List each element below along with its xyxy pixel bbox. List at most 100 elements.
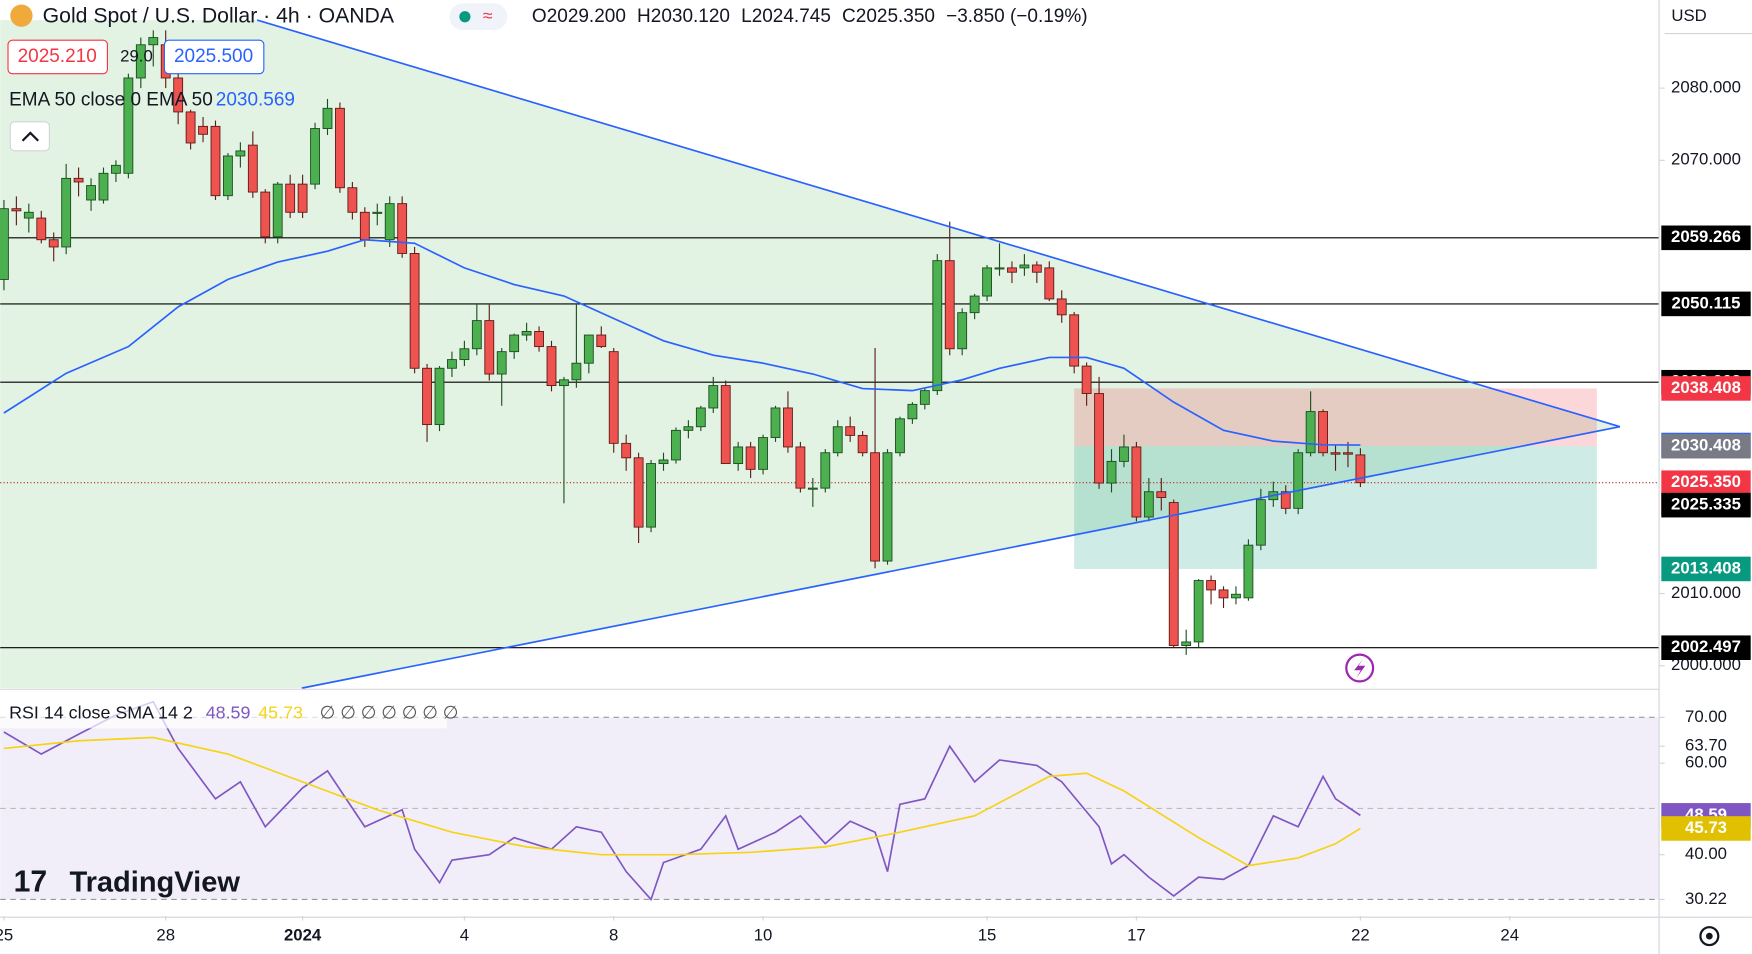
candle-body [1218, 589, 1229, 599]
candle-body [820, 452, 831, 489]
candle-body [1106, 460, 1117, 484]
ema-legend: EMA 50 close 0 EMA 50 [9, 90, 213, 111]
candle-body [708, 385, 719, 409]
rsi-tick-label: 70.00 [1685, 707, 1727, 726]
candle-body [770, 407, 781, 439]
candle-body [484, 320, 495, 375]
rsi-tick-label: 40.00 [1685, 844, 1727, 863]
candle-body [11, 208, 22, 212]
price-badge-label: 2030.408 [1671, 436, 1741, 455]
candle-body [422, 367, 432, 426]
candle-body [1168, 502, 1179, 646]
price-badge [1661, 492, 1751, 518]
settings-icon[interactable] [1699, 926, 1720, 947]
candle-body [1181, 641, 1192, 646]
candle-body [1330, 452, 1341, 455]
x-tick-label: 24 [1500, 926, 1519, 945]
candle-body [1007, 267, 1017, 273]
logo-mark: 17 [14, 866, 48, 899]
triangle-fill [0, 20, 1620, 689]
candle-body [297, 183, 308, 213]
price-badge [1661, 433, 1751, 459]
candle-body [1206, 580, 1216, 591]
candle-body [944, 260, 955, 350]
currency[interactable]: USD [1671, 6, 1706, 25]
symbol-title: Gold Spot / U.S. Dollar · 4h · OANDA [43, 4, 395, 27]
candle-body [384, 203, 395, 241]
status-pill [449, 3, 508, 31]
ask-box[interactable] [163, 39, 265, 75]
candle-body [1131, 446, 1142, 518]
candle-body [322, 107, 333, 129]
candle-body [1355, 454, 1366, 484]
candle-body [48, 239, 59, 248]
x-tick-label: 17 [1127, 926, 1146, 945]
candle-body [982, 267, 992, 297]
candle-body [1255, 499, 1266, 546]
bid-box[interactable] [7, 39, 108, 75]
candle-body [1044, 267, 1055, 300]
candle-body [857, 434, 868, 454]
y-tick-label: 2010.000 [1671, 583, 1741, 602]
ohlc-legend: O2029.200 H2030.120 L2024.745 C2025.350 −3.8… [532, 6, 1088, 27]
price-badge-label: 2002.497 [1671, 637, 1741, 656]
candle-body [795, 446, 806, 489]
candle-body [1243, 544, 1254, 599]
ohlc-item: C2025.350 [842, 6, 935, 27]
candle-body [671, 429, 681, 461]
candle-body [23, 211, 34, 219]
candle-body [621, 442, 632, 459]
candle-body [1318, 411, 1328, 454]
x-tick-label: 2024 [284, 926, 322, 945]
collapse-button[interactable] [9, 121, 50, 152]
candle-body [496, 351, 507, 375]
candle-body [1094, 393, 1104, 484]
spread: 29.0 [120, 46, 153, 65]
ema-line [3, 238, 1361, 446]
settings-icon-dot [1706, 932, 1713, 940]
candle-body [409, 252, 420, 369]
rsi-legend-bg [0, 699, 448, 729]
candle-body [1280, 491, 1291, 509]
candle-body [870, 452, 880, 562]
candle-body [1293, 452, 1304, 509]
candle-body [521, 330, 532, 336]
candle-body [335, 107, 345, 189]
candle-body [1231, 593, 1241, 599]
candle-body [397, 203, 408, 254]
market-open-dot [459, 11, 471, 23]
candle-body [932, 260, 943, 392]
trend-line [256, 19, 1621, 428]
ema-legend-value: 2030.569 [216, 90, 295, 111]
rsi-line [3, 700, 1361, 902]
bid-price: 2025.210 [18, 46, 97, 67]
candle-body [1119, 446, 1129, 462]
candle-body [509, 334, 520, 353]
candle-body [86, 185, 96, 201]
candle-body [235, 150, 246, 157]
candle-body [73, 177, 84, 183]
collapse-icon [21, 131, 39, 142]
price-badge-label: 2013.408 [1671, 558, 1741, 577]
candle-body [895, 418, 905, 454]
plot [0, 30, 1660, 902]
rsi-legend-value: 48.59 [206, 703, 251, 723]
sma-legend-value: 45.73 [258, 703, 303, 723]
price-badge-label: 2059.266 [1671, 227, 1741, 246]
candle-body [1343, 452, 1353, 455]
candle-body [571, 362, 582, 381]
candle-body [185, 111, 196, 144]
rsi-tick-label: 60.00 [1685, 753, 1727, 772]
price-badge-label: 2025.350 [1671, 472, 1741, 491]
candle-body [907, 403, 918, 420]
x-tick-label: 4 [460, 926, 469, 945]
y-tick-label: 2070.000 [1671, 150, 1741, 169]
price-badge-label: 2050.115 [1672, 293, 1741, 312]
x-tick-label: 8 [609, 926, 618, 945]
ohlc-item: L2024.745 [741, 6, 831, 27]
candle-body [459, 348, 470, 361]
candle-body [807, 487, 818, 490]
candle-body [957, 312, 968, 350]
overlay: 2080.0002070.0002010.0002000.00025282024… [0, 78, 1751, 945]
